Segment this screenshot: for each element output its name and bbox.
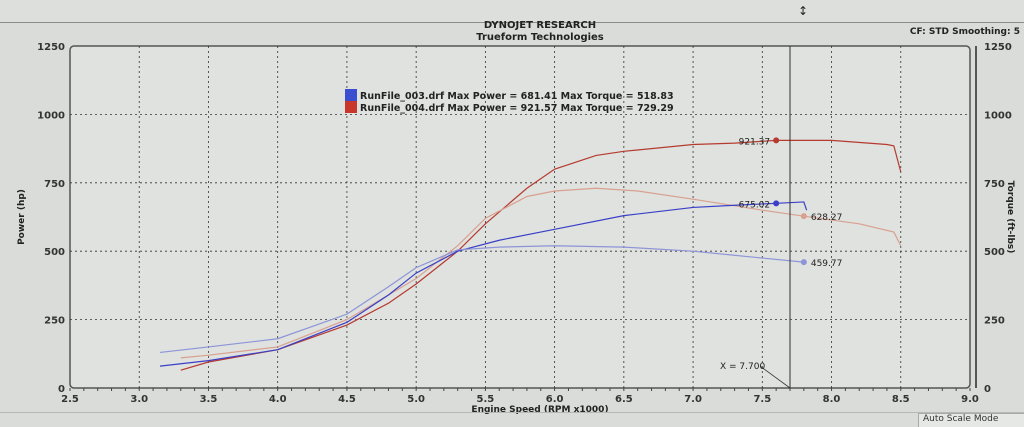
marker-value-label: 921.37 <box>739 137 771 147</box>
marker-value-label: 459.77 <box>811 259 843 269</box>
marker-value-label: 675.02 <box>739 200 771 210</box>
x-tick-label: 5.0 <box>407 394 425 405</box>
series-marker <box>773 137 780 144</box>
y-axis-label: Power (hp) <box>17 189 27 245</box>
series-marker <box>773 200 780 207</box>
legend-swatch <box>345 101 357 113</box>
top-toolbar: ↕ <box>0 0 1024 23</box>
x-axis-label: Engine Speed (RPM x1000) <box>471 405 608 415</box>
chart-subtitle: Trueform Technologies <box>476 32 604 43</box>
y-tick-label: 750 <box>44 179 65 190</box>
x-tick-label: 5.5 <box>477 394 495 405</box>
x-tick-label: 2.5 <box>61 394 79 405</box>
plot-area <box>69 45 971 389</box>
cursor-label: X = 7.700 <box>720 362 765 372</box>
settings-readout: CF: STD Smoothing: 5 <box>909 27 1020 37</box>
y-tick-label: 0 <box>58 384 65 395</box>
y-tick-label: 250 <box>44 316 65 327</box>
x-tick-label: 6.5 <box>615 394 633 405</box>
x-tick-label: 6.0 <box>546 394 564 405</box>
legend-swatch <box>345 89 357 101</box>
x-tick-label: 8.5 <box>892 394 910 405</box>
y2-tick-label: 1000 <box>984 110 1012 121</box>
x-tick-label: 7.0 <box>684 394 702 405</box>
series-line-power <box>159 201 808 367</box>
legend-entry: RunFile_004.drf Max Power = 921.57 Max T… <box>360 103 674 114</box>
legend-entry: RunFile_003.drf Max Power = 681.41 Max T… <box>360 91 674 102</box>
x-tick-label: 4.5 <box>338 394 356 405</box>
y2-tick-label: 750 <box>984 179 1005 190</box>
x-tick-label: 9.0 <box>961 394 979 405</box>
series-line-power <box>180 139 902 371</box>
y-tick-label: 1000 <box>37 110 65 121</box>
marker-value-label: 628.27 <box>811 213 843 223</box>
y2-tick-label: 500 <box>984 247 1005 258</box>
series-line-torque <box>159 245 804 354</box>
x-tick-label: 8.0 <box>823 394 841 405</box>
x-tick-label: 4.0 <box>269 394 287 405</box>
series-line-torque <box>180 187 902 359</box>
status-divider <box>0 412 1024 413</box>
y2-tick-label: 250 <box>984 316 1005 327</box>
y2-tick-label: 0 <box>984 384 991 395</box>
series-marker <box>800 213 807 220</box>
y2-axis-label: Torque (ft-lbs) <box>1005 181 1015 254</box>
splitter-grip-icon[interactable]: ↕ <box>798 4 809 18</box>
chart-title: DYNOJET RESEARCH <box>483 20 597 31</box>
x-tick-label: 3.0 <box>130 394 148 405</box>
x-tick-label: 7.5 <box>753 394 771 405</box>
series-marker <box>800 259 807 266</box>
y-tick-label: 1250 <box>37 42 65 53</box>
auto-scale-mode-status[interactable]: Auto Scale Mode <box>918 413 1024 427</box>
y2-tick-label: 1250 <box>984 42 1012 53</box>
y-tick-label: 500 <box>44 247 65 258</box>
cursor-leader <box>759 365 791 389</box>
x-tick-label: 3.5 <box>200 394 218 405</box>
